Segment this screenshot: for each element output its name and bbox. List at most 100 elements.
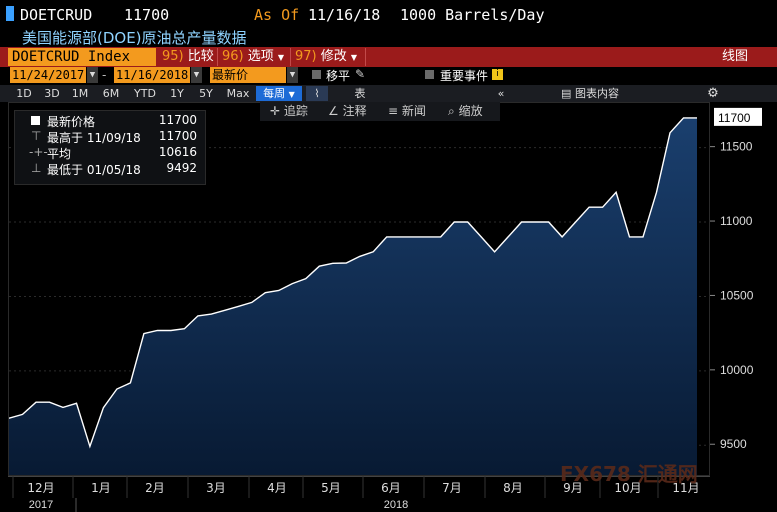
- chevron-down-icon[interactable]: ▼: [287, 67, 298, 83]
- range-3d[interactable]: 3D: [44, 87, 60, 100]
- range-max[interactable]: Max: [226, 87, 250, 100]
- data-point: [426, 235, 429, 238]
- data-point: [34, 401, 37, 404]
- zoom-tool[interactable]: ⌕ 缩放: [448, 103, 483, 120]
- legend-high-value: 11700: [158, 129, 197, 143]
- data-point: [277, 289, 280, 292]
- legend-high: ⊤ 最高于 11/09/18 11700: [15, 129, 205, 145]
- pencil-icon[interactable]: ✎: [355, 67, 366, 81]
- data-point: [520, 221, 523, 224]
- chart-contents-button[interactable]: ▤ 图表内容: [555, 86, 625, 101]
- data-point: [331, 262, 334, 265]
- crosshair-icon: ✛: [270, 104, 281, 118]
- pan-checkbox[interactable]: [312, 70, 321, 79]
- series-line: [9, 117, 697, 449]
- x-tick-label: 5月: [321, 481, 341, 495]
- collapse-double-left-icon[interactable]: «: [497, 87, 505, 100]
- data-point: [358, 255, 361, 258]
- last-value-box: [714, 107, 762, 126]
- pen-icon: ∠: [328, 104, 339, 118]
- data-point: [169, 329, 172, 332]
- x-tick-label: 12月: [27, 481, 54, 495]
- data-point: [534, 221, 537, 224]
- data-point: [466, 221, 469, 224]
- chevron-down-icon: ▼: [288, 90, 295, 99]
- year-label: 2018: [384, 499, 408, 511]
- calendar-dropdown-icon[interactable]: ▼: [87, 67, 98, 83]
- options-number: 96): [222, 49, 244, 64]
- pan-label: 移平: [326, 69, 351, 83]
- data-point: [507, 235, 510, 238]
- y-tick-label: 9500: [720, 437, 747, 451]
- annotate-tool[interactable]: ∠ 注释: [328, 103, 367, 120]
- data-point: [345, 261, 348, 264]
- subtitle-bar: 美国能源部(DOE)原油总产量数据: [0, 27, 777, 47]
- data-point: [102, 406, 105, 409]
- data-point: [237, 305, 240, 308]
- data-point: [412, 235, 415, 238]
- range-1y[interactable]: 1Y: [170, 87, 184, 100]
- divider: [217, 48, 218, 66]
- line-chart-icon[interactable]: ⌇: [306, 86, 328, 101]
- range-toolbar: [0, 85, 777, 102]
- options-button[interactable]: 96) 选项 ▼: [222, 48, 284, 66]
- zoom-label: 缩放: [458, 104, 483, 118]
- magnifier-icon: ⌕: [448, 104, 455, 118]
- range-5y[interactable]: 5Y: [199, 87, 213, 100]
- area-fill: [9, 117, 697, 475]
- gear-icon[interactable]: ⚙: [707, 86, 719, 101]
- range-1d[interactable]: 1D: [16, 87, 32, 100]
- modify-button[interactable]: 97) 修改 ▼: [295, 48, 357, 66]
- range-6m[interactable]: 6M: [102, 87, 120, 100]
- price-field-select[interactable]: 最新价: [210, 67, 286, 83]
- data-point: [115, 387, 118, 390]
- x-tick-label: 8月: [503, 481, 523, 495]
- annotate-label: 注释: [342, 104, 367, 118]
- start-date-input[interactable]: 11/24/2017: [10, 67, 86, 83]
- legend-high-label: 最高于 11/09/18: [47, 131, 141, 145]
- data-point: [264, 291, 267, 294]
- legend-low-value: 9492: [166, 161, 197, 175]
- info-icon[interactable]: i: [492, 69, 503, 80]
- y-axis-ticks: 9500 10000 10500 11000 11500 11700: [710, 107, 762, 451]
- compare-button[interactable]: 95) 比较: [162, 48, 214, 66]
- calendar-dropdown-icon[interactable]: ▼: [191, 67, 202, 83]
- data-point: [129, 381, 132, 384]
- news-tool[interactable]: ≡ 新闻: [388, 103, 426, 120]
- divider: [290, 48, 291, 66]
- data-point: [156, 329, 159, 332]
- data-point: [480, 235, 483, 238]
- table-button[interactable]: 表: [354, 87, 366, 100]
- legend-low-label: 最低于 01/05/18: [47, 163, 141, 177]
- events-label: 重要事件: [440, 69, 489, 83]
- compare-label: 比较: [187, 49, 214, 64]
- legend-latest[interactable]: 最新价格 11700: [15, 113, 205, 129]
- data-point: [318, 265, 321, 268]
- x-axis-ticks: 12月 1月 2月 3月 4月 5月 6月 7月 8月 9月 10月 11月 2017 2018: [8, 476, 710, 512]
- data-point: [669, 131, 672, 134]
- data-point: [696, 116, 699, 119]
- data-point: [453, 221, 456, 224]
- track-tool[interactable]: ✛ 追踪: [270, 103, 308, 120]
- data-point: [196, 314, 199, 317]
- chevron-down-icon: ▼: [350, 53, 358, 62]
- security-field[interactable]: DOETCRUD Index: [8, 48, 156, 66]
- end-date-input[interactable]: 11/16/2018: [114, 67, 190, 83]
- date-dash: -: [102, 68, 107, 82]
- data-point: [655, 191, 658, 194]
- data-point: [615, 191, 618, 194]
- data-point: [210, 313, 213, 316]
- data-point: [291, 282, 294, 285]
- legend-avg-label: 平均: [47, 147, 72, 161]
- x-tick-label: 2月: [145, 481, 165, 495]
- frequency-select[interactable]: 每周 ▼: [256, 86, 302, 101]
- data-point: [304, 277, 307, 280]
- chart-type-label[interactable]: 线图: [722, 49, 749, 64]
- chevron-down-icon: ▼: [277, 53, 285, 62]
- range-1m[interactable]: 1M: [71, 87, 89, 100]
- range-ytd[interactable]: YTD: [134, 87, 156, 100]
- events-checkbox[interactable]: [425, 70, 434, 79]
- ticker-symbol: DOETCRUD: [20, 6, 93, 24]
- data-point: [561, 235, 564, 238]
- chart-contents-label: 图表内容: [574, 87, 619, 100]
